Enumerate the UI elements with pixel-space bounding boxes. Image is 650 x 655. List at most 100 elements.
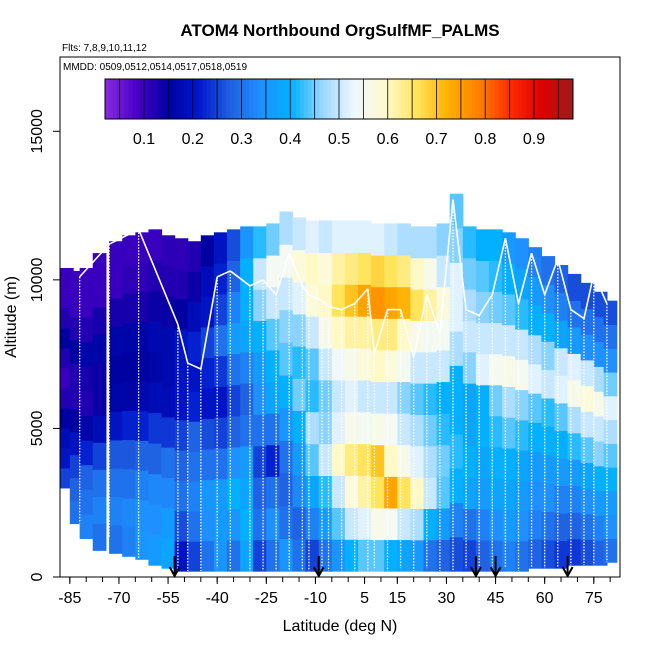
colorbar-swatch: [401, 79, 406, 119]
heatmap-cell: [79, 341, 94, 367]
heatmap-cell: [292, 217, 307, 251]
heatmap-cell: [436, 539, 451, 572]
heatmap-cell: [397, 318, 412, 351]
heatmap-cell: [436, 413, 451, 446]
colorbar-swatch: [467, 79, 472, 119]
heatmap-cell: [397, 255, 412, 288]
heatmap-cell: [554, 485, 569, 514]
heatmap-cell: [489, 322, 503, 355]
heatmap-cell: [135, 262, 150, 293]
heatmap-cell: [410, 508, 425, 541]
flight-track-segment: [530, 252, 546, 295]
heatmap-cell: [397, 476, 412, 509]
flight-track-segment: [452, 199, 467, 310]
heatmap-cell: [580, 359, 595, 387]
heatmap-cell: [423, 383, 438, 415]
x-tick-label: -25: [255, 590, 278, 607]
heatmap-cell: [148, 412, 163, 444]
heatmap-cell: [122, 439, 136, 470]
heatmap-cell: [475, 291, 490, 324]
heatmap-cell: [253, 289, 267, 321]
heatmap-cell: [436, 444, 451, 477]
heatmap-cell: [462, 226, 477, 259]
heatmap-cell: [371, 413, 385, 446]
x-tick-label: 45: [487, 590, 505, 607]
heatmap-cell: [528, 480, 542, 511]
colorbar-swatch: [537, 79, 543, 119]
colorbar-swatch: [132, 79, 137, 119]
heatmap-cell: [410, 383, 425, 415]
heatmap-cell: [122, 351, 136, 382]
heatmap-cell: [462, 539, 477, 572]
heatmap-cell: [92, 469, 107, 497]
colorbar-swatch: [140, 79, 145, 119]
heatmap-cell: [187, 271, 202, 302]
flight-track-segment: [367, 288, 376, 355]
heatmap-cell: [554, 347, 569, 376]
colorbar-swatch: [405, 79, 410, 119]
heatmap-cell: [200, 479, 215, 511]
heatmap-cell: [331, 284, 346, 317]
heatmap-cell: [92, 415, 107, 443]
heatmap-cell: [292, 506, 307, 540]
heatmap-cell: [174, 359, 189, 391]
heatmap-cell: [266, 223, 281, 256]
heatmap-cell: [318, 252, 333, 285]
heatmap-cell: [122, 468, 136, 499]
colorbar-swatch: [186, 79, 192, 119]
heatmap-cell: [449, 468, 464, 504]
colorbar-swatch: [428, 79, 433, 119]
arrow-head: [312, 566, 325, 579]
heatmap-cell: [371, 318, 385, 351]
heatmap-cell: [200, 296, 215, 328]
heatmap-cell: [318, 379, 333, 413]
y-axis-label: Altitude (m): [3, 276, 20, 358]
heatmap-cell: [358, 443, 372, 477]
flight-track-segment: [570, 308, 585, 320]
heatmap-cell: [603, 419, 618, 444]
heatmap-cell: [528, 305, 542, 336]
heatmap-cell: [305, 475, 320, 508]
x-tick-label: 60: [536, 590, 554, 607]
colorbar-swatch: [409, 79, 414, 119]
heatmap-cell: [305, 539, 320, 572]
x-tick-label: -40: [206, 590, 229, 607]
heatmap-cell: [331, 507, 346, 540]
colorbar-swatch: [229, 79, 235, 119]
heatmap-cell: [227, 446, 241, 479]
heatmap-cell: [384, 223, 398, 256]
heatmap-cell: [580, 308, 595, 335]
heatmap-cell: [554, 320, 569, 349]
x-tick-label: 30: [438, 590, 456, 607]
flight-track-segment: [249, 279, 264, 287]
heatmap-cell: [213, 263, 228, 295]
colorbar-tick-label: 0.8: [474, 131, 496, 148]
colorbar-swatch: [241, 79, 246, 119]
heatmap-cell: [92, 334, 107, 362]
heatmap-cell: [174, 450, 189, 481]
flight-track-segment: [187, 362, 202, 370]
heatmap-cell: [423, 226, 438, 259]
heatmap-cell: [541, 482, 556, 512]
heatmap-cell: [397, 507, 412, 541]
heatmap-cell: [213, 355, 228, 387]
heatmap-cell: [253, 477, 267, 509]
heatmap-cell: [397, 381, 412, 414]
heatmap-cell: [135, 529, 150, 560]
heatmap-cell: [371, 255, 385, 288]
heatmap-cell: [462, 477, 477, 509]
heatmap-cell: [187, 241, 202, 272]
heatmap-cell: [292, 281, 307, 315]
heatmap-cell: [122, 264, 136, 295]
heatmap-cell: [200, 265, 215, 297]
heatmap-cell: [227, 353, 241, 386]
heatmap-cell: [371, 223, 385, 256]
colorbar-swatch: [393, 79, 398, 119]
flight-track-segment: [583, 273, 595, 319]
colorbar-swatch: [147, 79, 153, 119]
heatmap-cell: [279, 407, 294, 441]
heatmap-cell: [358, 316, 372, 349]
heatmap-cell: [344, 379, 359, 413]
heatmap-cell: [213, 417, 228, 449]
heatmap-cell: [554, 402, 569, 431]
